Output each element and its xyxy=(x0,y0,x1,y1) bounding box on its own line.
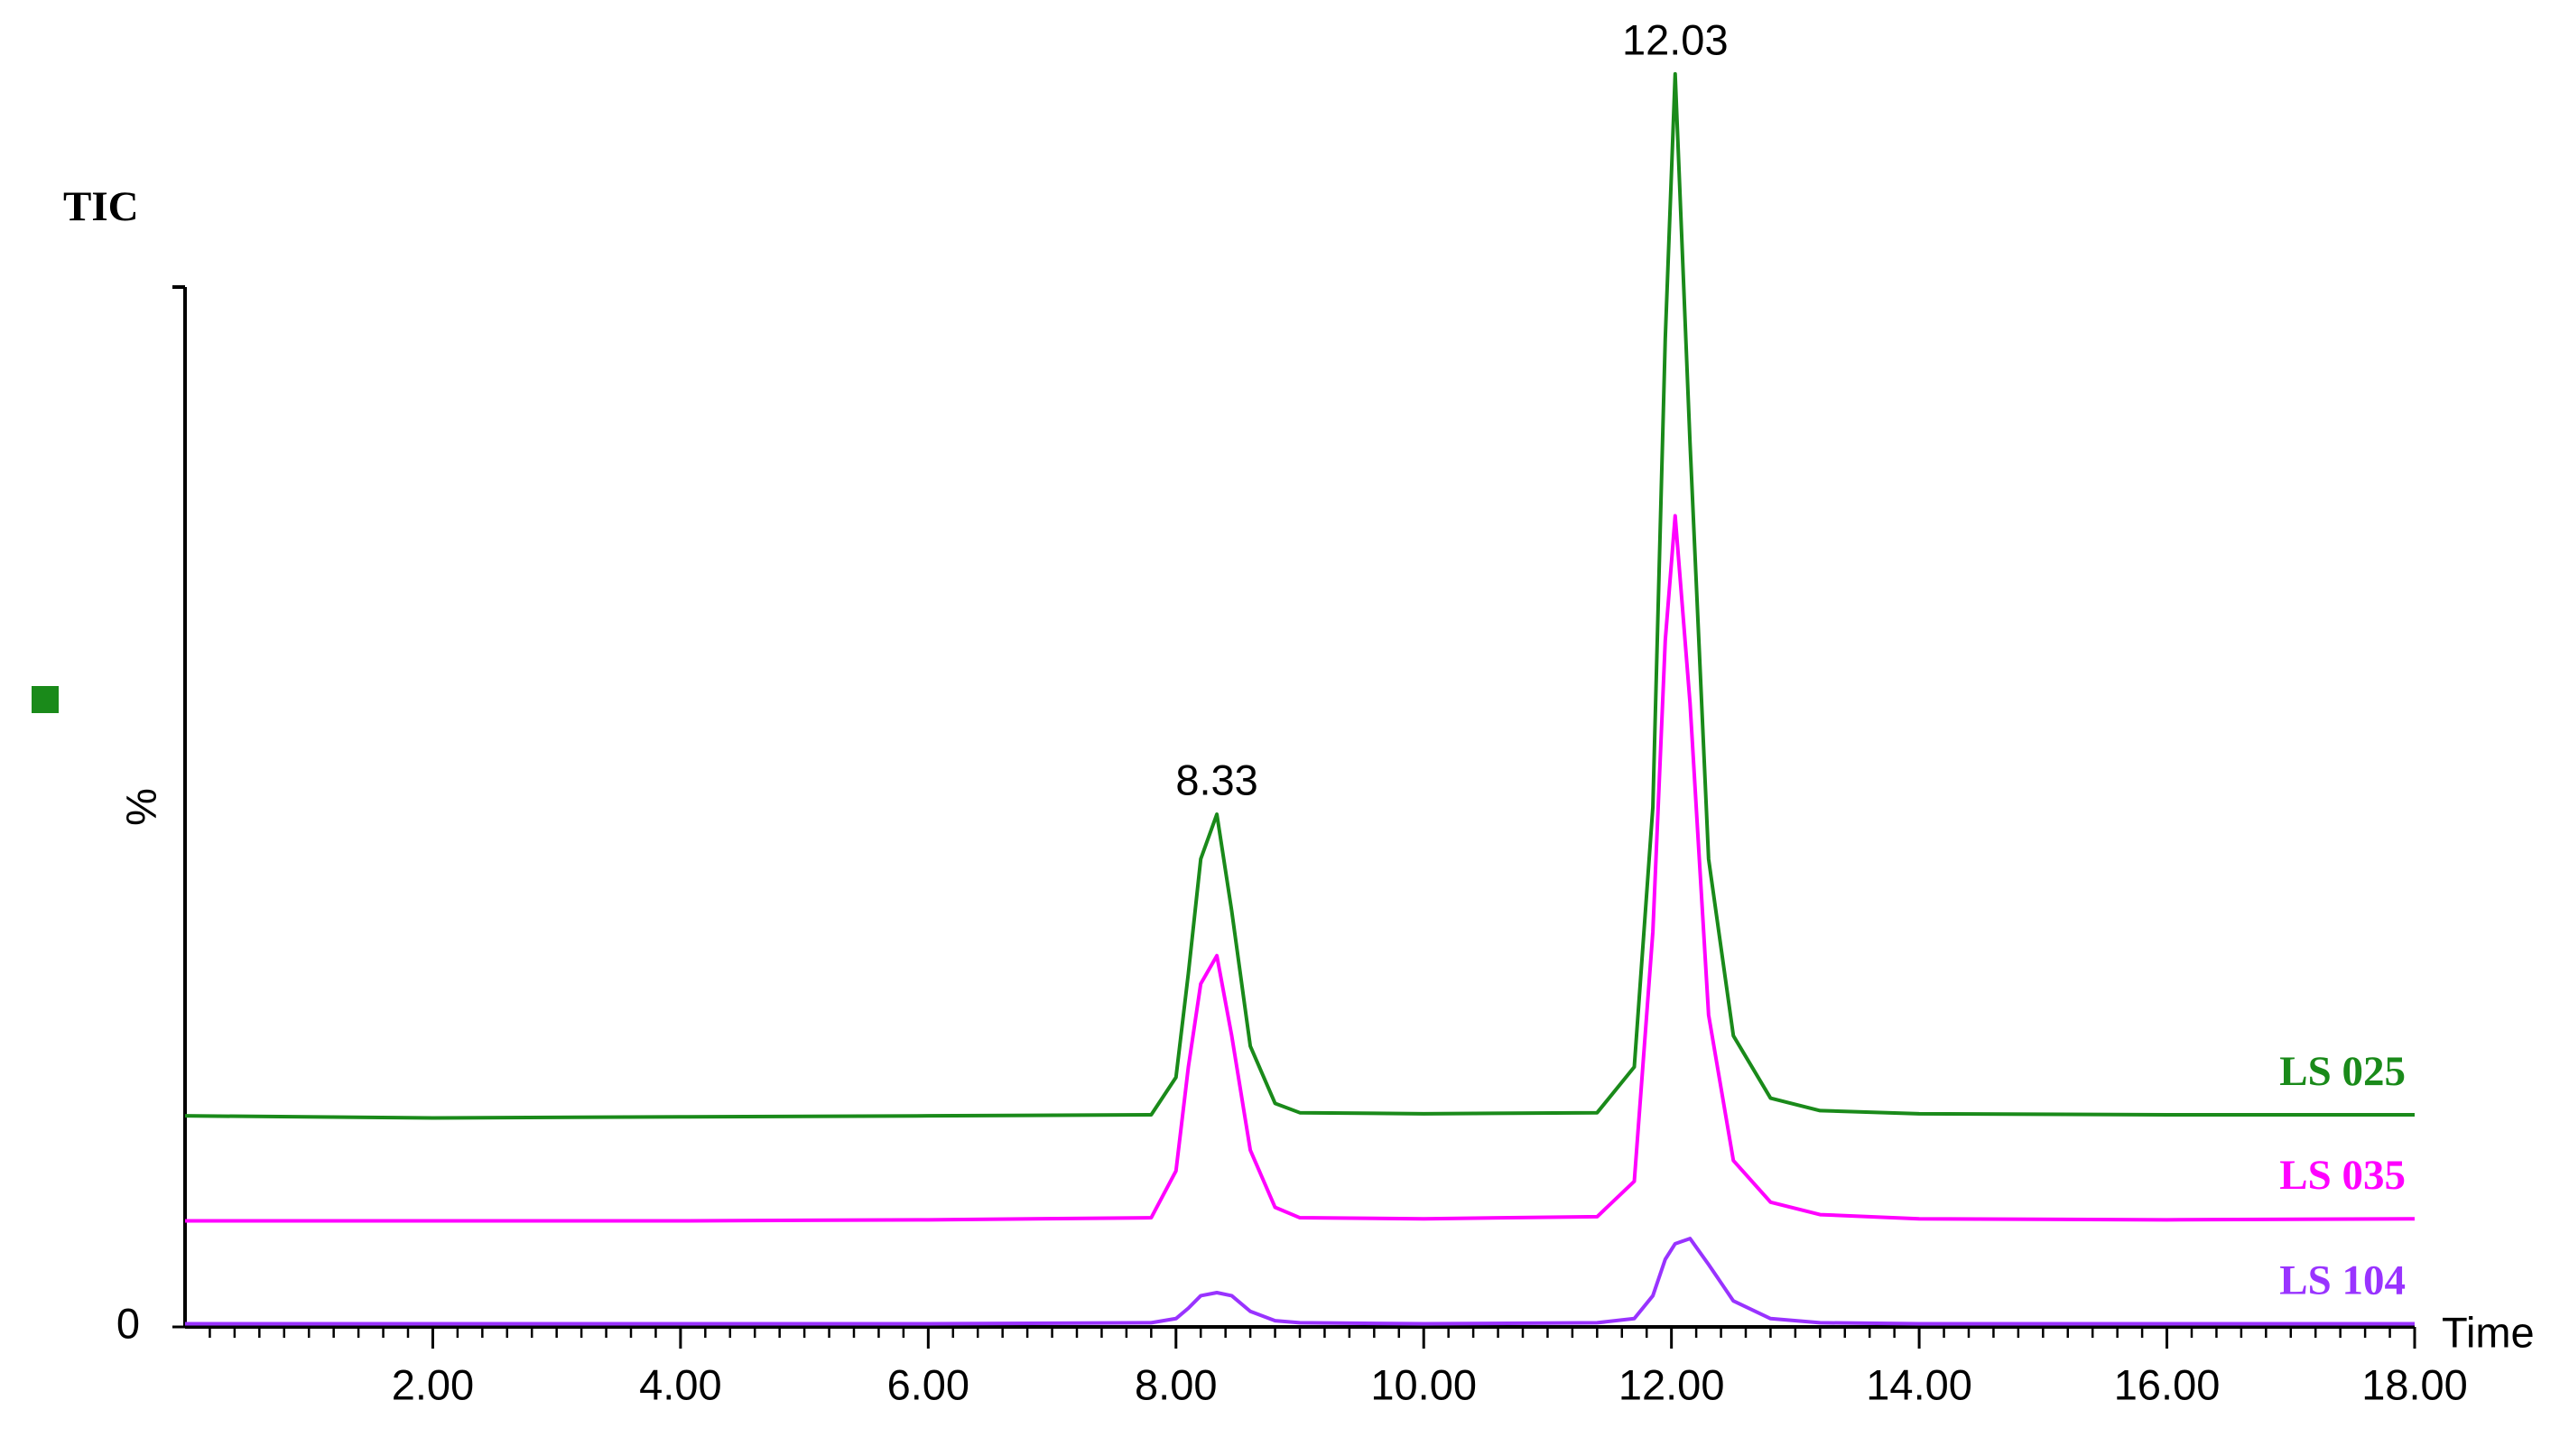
trace-line xyxy=(184,71,2415,1120)
chart-title: TIC xyxy=(63,183,139,230)
trace-line xyxy=(185,514,2416,1223)
x-axis-label: Time xyxy=(2442,1308,2535,1356)
x-tick-label: 12.00 xyxy=(1618,1360,1725,1408)
x-tick-label: 6.00 xyxy=(887,1360,969,1408)
peak-label: 12.03 xyxy=(1622,15,1729,63)
legend-label: LS 025 xyxy=(2279,1048,2406,1095)
x-tick-label: 10.00 xyxy=(1370,1360,1477,1408)
y-tick-label: 0 xyxy=(116,1299,140,1347)
x-tick-label: 16.00 xyxy=(2114,1360,2221,1408)
legend-label: LS 104 xyxy=(2279,1257,2406,1303)
x-tick-label: 18.00 xyxy=(2361,1360,2468,1408)
y-axis-label: % xyxy=(116,788,164,826)
trace-line xyxy=(185,1237,2415,1326)
legend-label: LS 035 xyxy=(2279,1152,2406,1199)
peak-label: 8.33 xyxy=(1175,756,1257,803)
x-tick-label: 2.00 xyxy=(392,1360,474,1408)
trace-marker xyxy=(32,686,59,713)
x-tick-label: 8.00 xyxy=(1135,1360,1217,1408)
x-tick-label: 4.00 xyxy=(639,1360,721,1408)
x-tick-label: 14.00 xyxy=(1866,1360,1972,1408)
